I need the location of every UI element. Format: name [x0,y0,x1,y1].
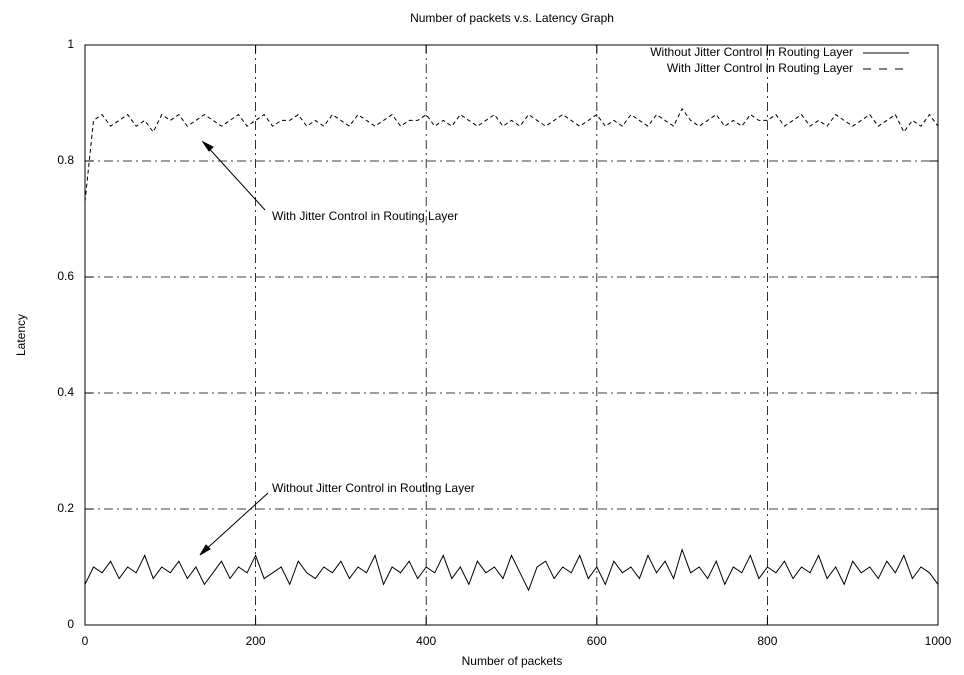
y-tick-label: 1 [67,37,74,51]
y-axis-label: Latency [14,314,28,356]
x-tick-label: 0 [82,634,89,648]
arrow [204,143,266,211]
y-tick-label: 0.2 [57,501,74,515]
x-tick-label: 800 [757,634,777,648]
x-tick-label: 1000 [925,634,952,648]
x-tick-label: 400 [416,634,436,648]
y-tick-label: 0.8 [57,153,74,167]
y-tick-label: 0 [67,617,74,631]
annotation: Without Jitter Control in Routing Layer [272,481,475,495]
line-series [84,548,939,592]
x-axis-label: Number of packets [462,654,563,668]
x-tick-label: 600 [587,634,607,648]
legend-label: Without Jitter Control in Routing Layer [650,45,853,59]
y-tick-label: 0.6 [57,269,74,283]
chart-title: Number of packets v.s. Latency Graph [410,11,614,25]
arrow-head [199,544,211,556]
line-series [84,107,939,202]
plot-frame [84,44,939,626]
y-tick-label: 0.4 [57,385,74,399]
legend-label: With Jitter Control in Routing Layer [667,61,853,75]
arrow-head [201,140,214,152]
annotation-arrows [199,140,269,556]
arrow [201,492,269,554]
annotation: With Jitter Control in Routing Layer [272,209,458,223]
x-tick-label: 200 [246,634,266,648]
